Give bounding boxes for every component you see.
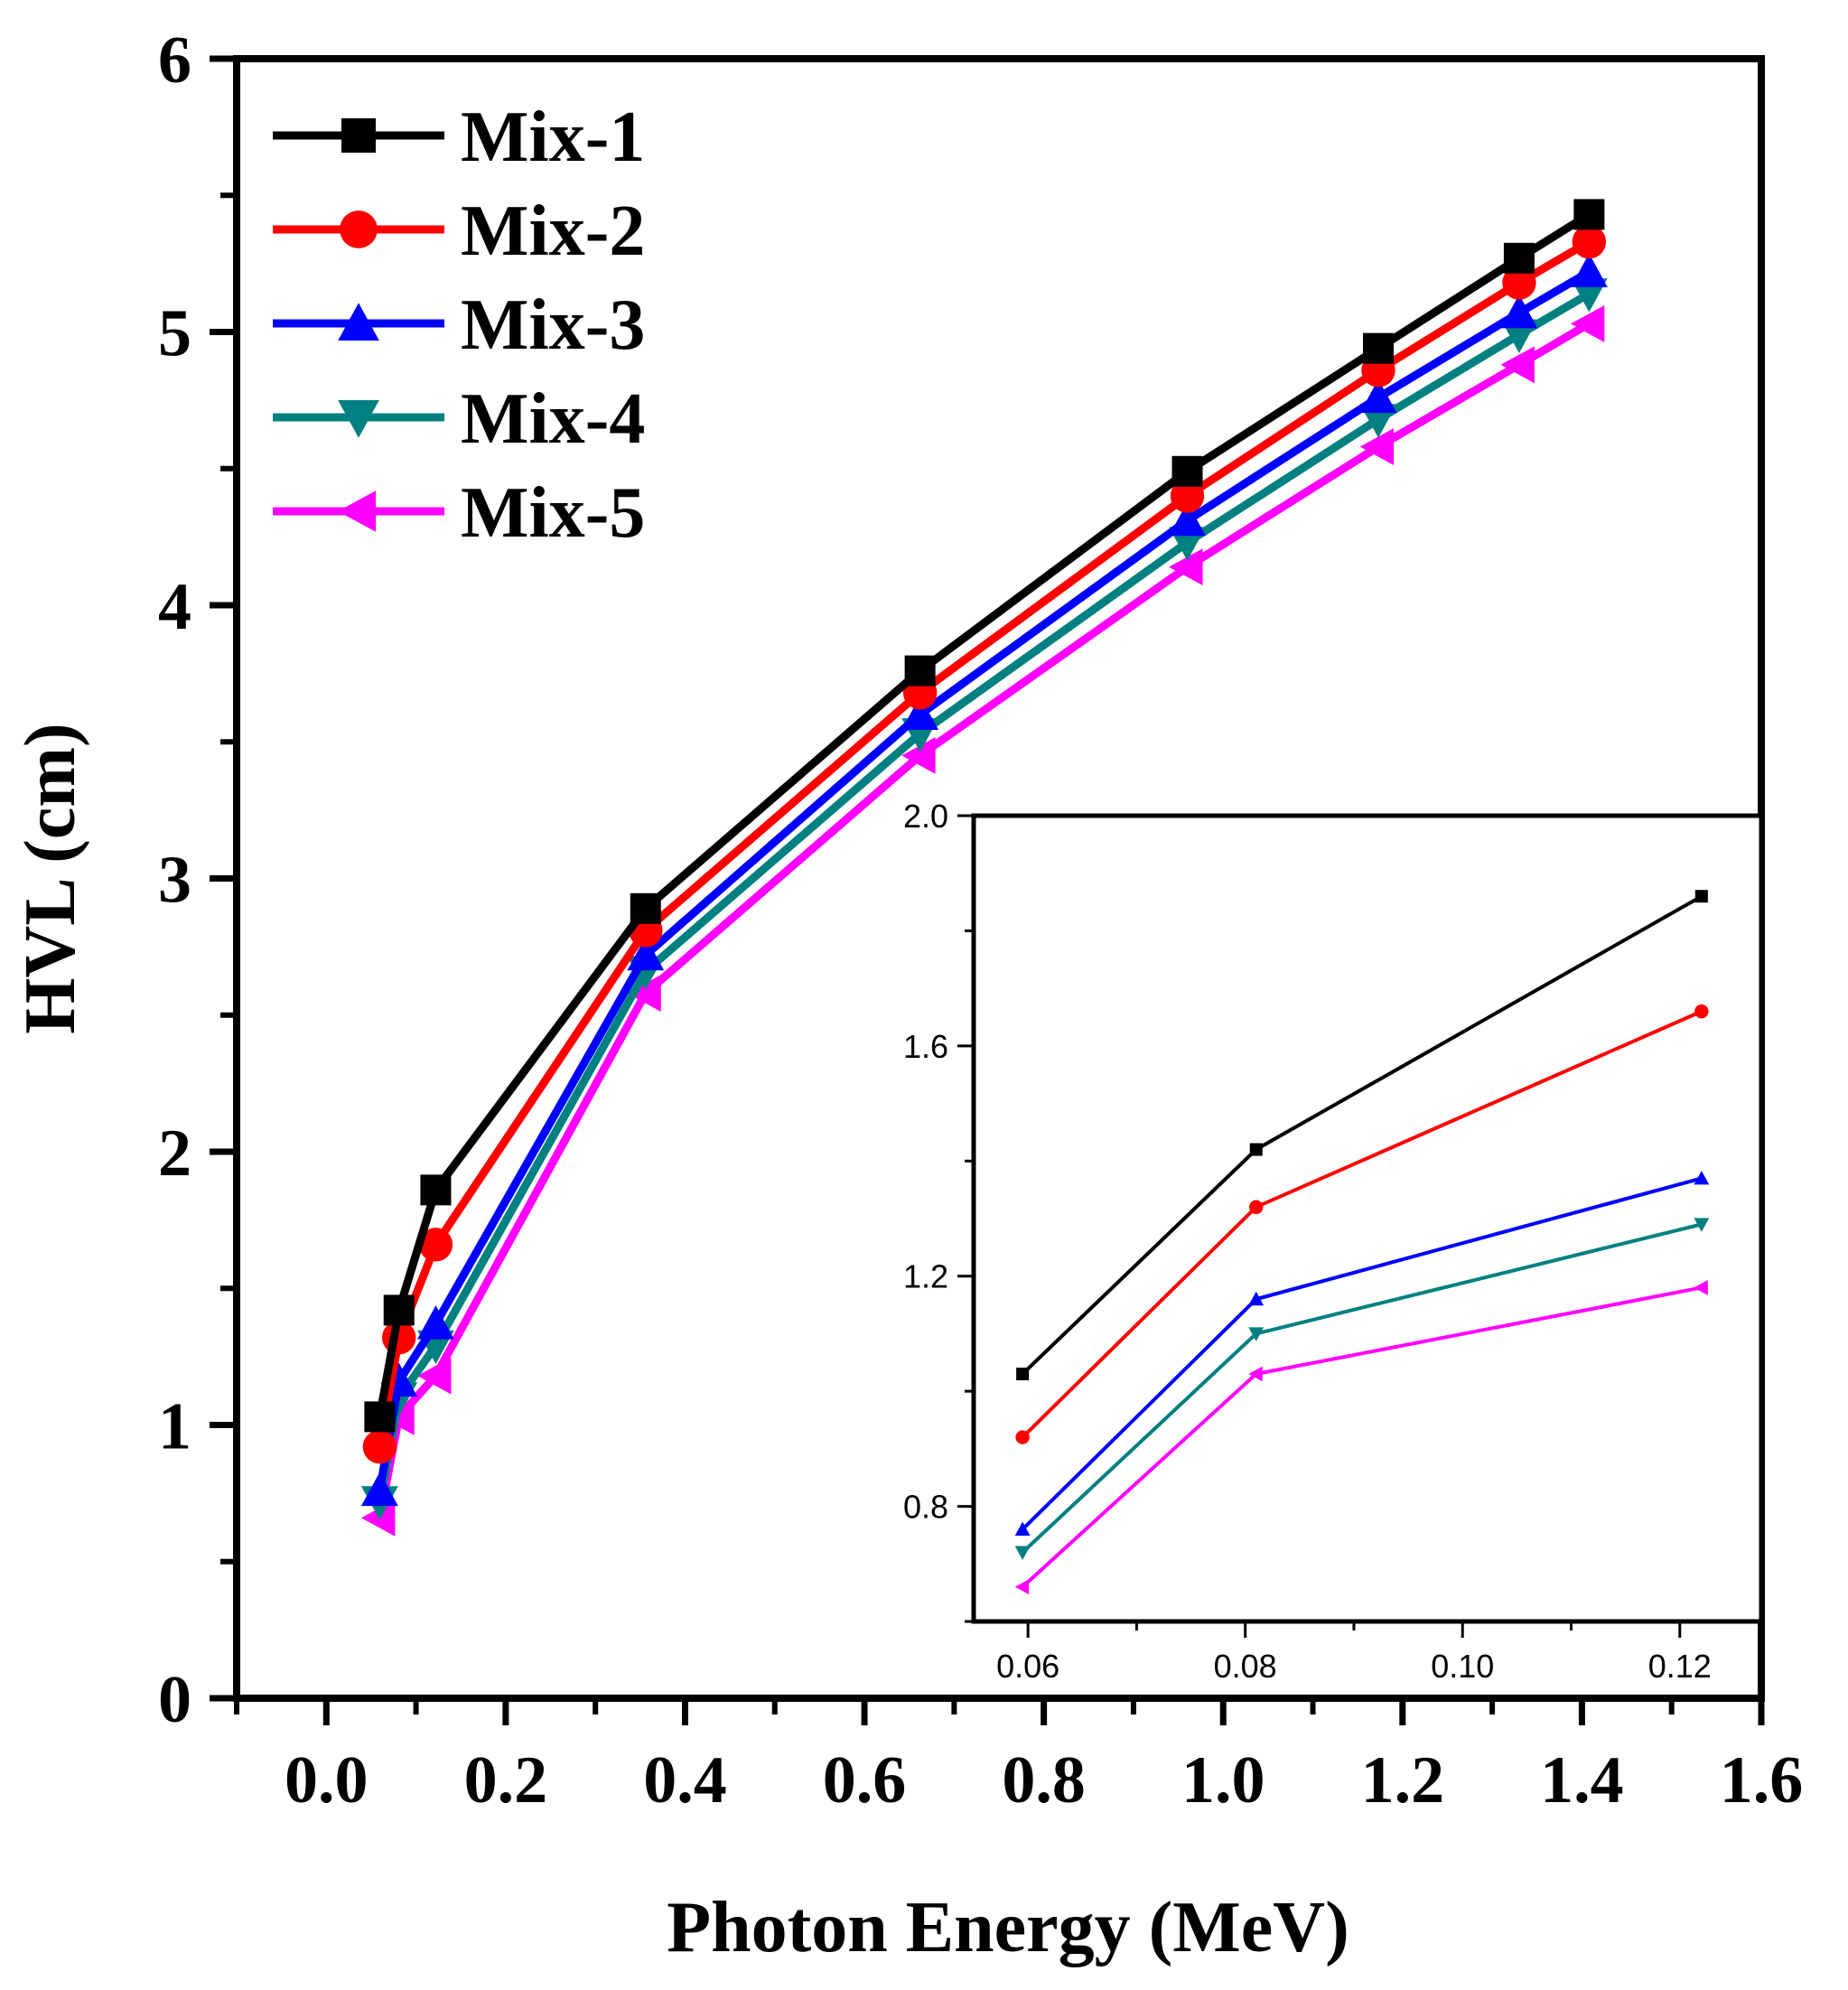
inset-data-point-mix-3 xyxy=(1694,1171,1710,1185)
legend-entry-mix-1: Mix-1 xyxy=(273,98,645,177)
x-tick-label: 1.4 xyxy=(1540,1743,1624,1817)
series-mix-1 xyxy=(364,199,1605,1433)
x-tick-label: 0.6 xyxy=(823,1743,907,1817)
data-point-mix-1 xyxy=(364,1401,396,1433)
x-tick-label: 0.2 xyxy=(464,1743,548,1817)
data-point-mix-2 xyxy=(362,1430,397,1464)
inset-x-tick-label: 0.08 xyxy=(1214,1648,1277,1685)
x-tick-label: 1.2 xyxy=(1361,1743,1445,1817)
inset-data-point-mix-1 xyxy=(1694,890,1708,903)
legend-label: Mix-1 xyxy=(461,98,645,177)
data-point-mix-3 xyxy=(627,936,665,971)
legend-entry-mix-2: Mix-2 xyxy=(273,192,645,271)
inset-x-tick-label: 0.06 xyxy=(996,1648,1059,1685)
x-tick-label: 1.0 xyxy=(1181,1743,1265,1817)
inset-data-point-mix-1 xyxy=(1249,1143,1263,1156)
data-point-mix-3 xyxy=(1359,378,1397,414)
y-tick-label: 6 xyxy=(158,23,191,98)
data-point-mix-1 xyxy=(1573,199,1605,230)
data-point-mix-1 xyxy=(420,1174,452,1206)
data-point-mix-5 xyxy=(901,736,936,774)
y-tick-label: 5 xyxy=(158,297,191,371)
legend: Mix-1 Mix-2 Mix-3 Mix-4 Mix-5 xyxy=(273,98,645,553)
data-point-mix-5 xyxy=(1169,548,1203,586)
data-point-mix-2 xyxy=(1170,479,1205,513)
inset-data-point-mix-5 xyxy=(1248,1366,1263,1382)
inset-data-point-mix-4 xyxy=(1694,1218,1710,1232)
inset-data-point-mix-2 xyxy=(1249,1200,1264,1214)
inset-series-mix-5 xyxy=(1014,1280,1708,1595)
inset-data-point-mix-3 xyxy=(1014,1521,1031,1537)
legend-entry-mix-3: Mix-3 xyxy=(273,285,645,365)
inset-plot: 0.06 0.08 0.10 0.12 0.8 1.2 1.6 2.0 xyxy=(903,798,1764,1685)
legend-marker xyxy=(340,210,378,248)
data-point-mix-3 xyxy=(417,1305,454,1340)
data-point-mix-3 xyxy=(1500,294,1538,329)
data-point-mix-1 xyxy=(1171,455,1203,487)
data-point-mix-2 xyxy=(418,1228,453,1262)
data-point-mix-5 xyxy=(360,1499,396,1537)
y-tick-label: 0 xyxy=(158,1663,191,1737)
inset-y-tick-label: 1.2 xyxy=(903,1258,948,1295)
x-tick-label: 0.4 xyxy=(643,1743,727,1817)
x-tick-label: 0.0 xyxy=(285,1743,369,1817)
data-point-mix-5 xyxy=(1570,305,1605,342)
series-mix-5 xyxy=(360,305,1605,1537)
legend-marker xyxy=(338,303,379,341)
legend-marker xyxy=(338,400,379,438)
inset-data-point-mix-2 xyxy=(1694,1004,1709,1019)
y-tick-label: 3 xyxy=(158,844,191,918)
y-axis-title: HVL (cm) xyxy=(11,723,90,1033)
inset-data-point-mix-2 xyxy=(1015,1430,1030,1444)
y-tick-label: 2 xyxy=(158,1116,191,1191)
x-tick-label: 0.8 xyxy=(1002,1743,1086,1817)
y-tick-label: 4 xyxy=(158,570,191,644)
data-point-mix-2 xyxy=(1572,224,1607,259)
inset-x-tick-label: 0.10 xyxy=(1431,1648,1494,1685)
data-point-mix-5 xyxy=(1359,428,1395,465)
y-tick-label: 1 xyxy=(158,1390,191,1464)
inset-y-tick-label: 1.6 xyxy=(903,1028,948,1065)
legend-label: Mix-4 xyxy=(461,379,645,459)
legend-entry-mix-5: Mix-5 xyxy=(273,473,645,553)
data-point-mix-3 xyxy=(901,696,939,730)
legend-marker xyxy=(338,490,376,532)
x-axis-title: Photon Energy (MeV) xyxy=(667,1888,1349,1967)
inset-data-point-mix-1 xyxy=(1016,1368,1030,1381)
data-point-mix-5 xyxy=(417,1357,452,1395)
legend-entry-mix-4: Mix-4 xyxy=(273,379,645,459)
inset-x-tick-label: 0.12 xyxy=(1648,1648,1712,1685)
inset-series-mix-4 xyxy=(1014,1218,1710,1560)
inset-data-point-mix-3 xyxy=(1248,1291,1265,1306)
data-point-mix-3 xyxy=(1570,253,1608,287)
data-point-mix-1 xyxy=(630,892,661,924)
inset-frame xyxy=(971,813,1764,1624)
legend-label: Mix-2 xyxy=(461,192,645,271)
inset-data-point-mix-4 xyxy=(1014,1546,1031,1560)
inset-data-point-mix-4 xyxy=(1248,1327,1265,1341)
inset-series-mix-2 xyxy=(1015,1004,1709,1444)
data-point-mix-5 xyxy=(627,975,661,1012)
data-point-mix-1 xyxy=(904,655,936,687)
inset-data-point-mix-5 xyxy=(1694,1280,1708,1295)
data-point-mix-3 xyxy=(360,1471,398,1507)
data-point-mix-1 xyxy=(383,1294,415,1326)
inset-series-mix-3 xyxy=(1014,1171,1710,1537)
legend-label: Mix-5 xyxy=(461,473,645,553)
inset-data-point-mix-5 xyxy=(1014,1579,1030,1595)
data-point-mix-5 xyxy=(1500,346,1535,384)
data-point-mix-1 xyxy=(1363,332,1395,364)
inset-series-mix-1 xyxy=(1016,890,1708,1381)
data-point-mix-1 xyxy=(1503,242,1535,274)
main-plot: 0.0 0.2 0.4 0.6 0.8 1.0 1.2 1.4 1.6 0 1 2 3 4 5 6 Photon… xyxy=(11,23,1803,1967)
inset-y-tick-label: 0.8 xyxy=(903,1489,948,1526)
inset-y-tick-label: 2.0 xyxy=(903,798,948,835)
legend-label: Mix-3 xyxy=(461,285,645,365)
data-point-mix-2 xyxy=(1502,266,1536,300)
data-point-mix-3 xyxy=(1169,501,1206,537)
x-tick-label: 1.6 xyxy=(1720,1743,1804,1817)
legend-marker xyxy=(341,118,376,153)
